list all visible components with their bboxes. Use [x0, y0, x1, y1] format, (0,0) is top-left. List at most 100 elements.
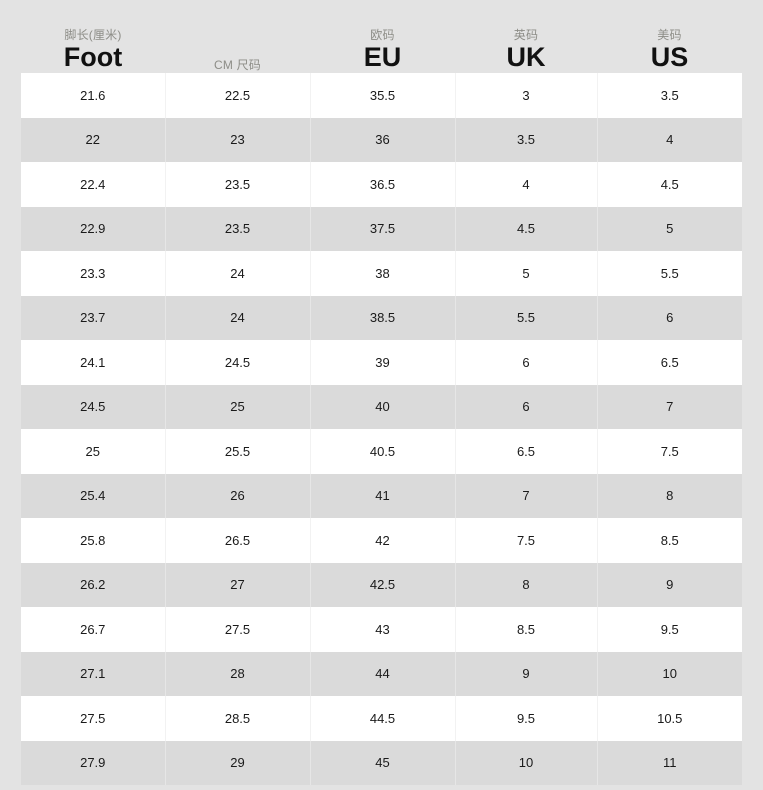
cell-eu: 40: [309, 384, 456, 429]
cell-uk: 9: [454, 651, 598, 696]
cell-uk: 9.5: [454, 696, 598, 741]
cell-uk: 7.5: [454, 518, 598, 563]
column-header-cm-cn: CM 尺码: [214, 58, 261, 72]
cell-us: 7: [596, 384, 742, 429]
cell-eu: 37.5: [309, 206, 456, 251]
cell-eu: 44.5: [309, 696, 456, 741]
cell-foot: 22.9: [21, 206, 166, 251]
cell-uk: 3: [454, 73, 598, 118]
column-header-uk-en: UK: [506, 42, 546, 72]
column-header-cm: CM 尺码: [165, 0, 310, 73]
column-header-us-cn: 美码: [657, 28, 682, 42]
cell-uk: 5.5: [454, 295, 598, 340]
cell-uk: 6: [454, 340, 598, 385]
cell-cm: 27.5: [164, 607, 311, 652]
cell-us: 3.5: [596, 73, 742, 118]
column-header-eu: 欧码 EU: [310, 0, 455, 73]
cell-eu: 42.5: [309, 562, 456, 607]
cell-cm: 22.5: [164, 73, 311, 118]
table-row: 22 23 36 3.5 4: [21, 117, 742, 162]
table-row: 25 25.5 40.5 6.5 7.5: [21, 429, 742, 474]
cell-uk: 3.5: [454, 117, 598, 162]
cell-cm: 25.5: [164, 429, 311, 474]
cell-foot: 25: [21, 429, 166, 474]
cell-foot: 23.7: [21, 295, 166, 340]
cell-us: 10: [596, 651, 742, 696]
cell-uk: 6.5: [454, 429, 598, 474]
cell-cm: 23.5: [164, 206, 311, 251]
table-row: 27.1 28 44 9 10: [21, 651, 742, 696]
cell-foot: 22.4: [21, 162, 166, 207]
cell-cm: 29: [164, 740, 311, 785]
cell-uk: 6: [454, 384, 598, 429]
column-header-eu-cn: 欧码: [370, 28, 395, 42]
cell-eu: 36: [309, 117, 456, 162]
table-row: 27.9 29 45 10 11: [21, 740, 742, 785]
table-row: 25.4 26 41 7 8: [21, 473, 742, 518]
cell-cm: 23: [164, 117, 311, 162]
cell-uk: 10: [454, 740, 598, 785]
cell-cm: 27: [164, 562, 311, 607]
column-header-foot-cn: 脚长(厘米): [64, 28, 122, 42]
cell-us: 9: [596, 562, 742, 607]
column-header-foot-en: Foot: [63, 42, 123, 72]
table-row: 23.3 24 38 5 5.5: [21, 251, 742, 296]
cell-cm: 28.5: [164, 696, 311, 741]
cell-foot: 27.1: [21, 651, 166, 696]
header-row: 脚长(厘米) Foot CM 尺码 欧码 EU: [21, 0, 742, 73]
table-header: 脚长(厘米) Foot CM 尺码 欧码 EU: [21, 0, 742, 73]
cell-eu: 45: [309, 740, 456, 785]
cell-uk: 7: [454, 473, 598, 518]
shoe-size-conversion-table: 脚长(厘米) Foot CM 尺码 欧码 EU: [21, 0, 742, 785]
table-row: 27.5 28.5 44.5 9.5 10.5: [21, 696, 742, 741]
cell-foot: 24.5: [21, 384, 166, 429]
cell-eu: 43: [309, 607, 456, 652]
cell-foot: 23.3: [21, 251, 166, 296]
cell-foot: 25.4: [21, 473, 166, 518]
cell-cm: 26: [164, 473, 311, 518]
cell-cm: 23.5: [164, 162, 311, 207]
cell-cm: 24: [164, 295, 311, 340]
cell-foot: 24.1: [21, 340, 166, 385]
cell-us: 5.5: [596, 251, 742, 296]
cell-foot: 27.9: [21, 740, 166, 785]
cell-us: 11: [596, 740, 742, 785]
cell-us: 4.5: [596, 162, 742, 207]
cell-eu: 42: [309, 518, 456, 563]
cell-foot: 27.5: [21, 696, 166, 741]
table-body: 21.6 22.5 35.5 3 3.5 22 23 36 3.5 4 22.4 23.5 36.5 4 4…: [21, 73, 742, 785]
cell-uk: 4.5: [454, 206, 598, 251]
cell-foot: 26.2: [21, 562, 166, 607]
cell-uk: 8.5: [454, 607, 598, 652]
cell-eu: 35.5: [309, 73, 456, 118]
table-row: 22.9 23.5 37.5 4.5 5: [21, 206, 742, 251]
cell-foot: 21.6: [21, 73, 166, 118]
table-row: 24.5 25 40 6 7: [21, 384, 742, 429]
cell-us: 6.5: [596, 340, 742, 385]
cell-us: 5: [596, 206, 742, 251]
table-row: 21.6 22.5 35.5 3 3.5: [21, 73, 742, 118]
cell-foot: 25.8: [21, 518, 166, 563]
cell-eu: 38.5: [309, 295, 456, 340]
cell-eu: 40.5: [309, 429, 456, 474]
cell-us: 10.5: [596, 696, 742, 741]
cell-eu: 38: [309, 251, 456, 296]
column-header-us-en: US: [650, 42, 689, 72]
cell-foot: 26.7: [21, 607, 166, 652]
table-row: 24.1 24.5 39 6 6.5: [21, 340, 742, 385]
cell-uk: 4: [454, 162, 598, 207]
table-row: 26.2 27 42.5 8 9: [21, 562, 742, 607]
table-row: 25.8 26.5 42 7.5 8.5: [21, 518, 742, 563]
table-row: 23.7 24 38.5 5.5 6: [21, 295, 742, 340]
cell-cm: 26.5: [164, 518, 311, 563]
cell-cm: 25: [164, 384, 311, 429]
table-row: 26.7 27.5 43 8.5 9.5: [21, 607, 742, 652]
column-header-uk: 英码 UK: [455, 0, 597, 73]
table-row: 22.4 23.5 36.5 4 4.5: [21, 162, 742, 207]
cell-us: 7.5: [596, 429, 742, 474]
column-header-us: 美码 US: [597, 0, 742, 73]
cell-us: 4: [596, 117, 742, 162]
cell-cm: 28: [164, 651, 311, 696]
cell-us: 8.5: [596, 518, 742, 563]
